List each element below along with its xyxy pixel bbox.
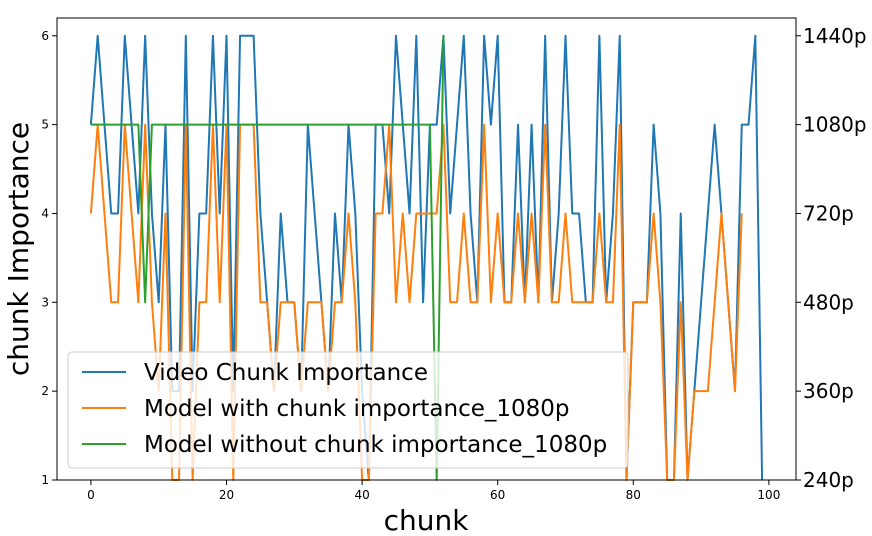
x-tick-label: 0 [87,488,95,502]
y-tick-label: 4 [41,206,49,220]
legend-label: Model without chunk importance_1080p [144,432,607,458]
x-axis-label: chunk [384,504,470,536]
y-tick-label: 5 [41,118,49,132]
y2-tick-label: 480p [803,290,854,314]
x-axis: 0 20 40 60 80 100 [87,480,780,502]
plot-area [56,17,797,481]
x-tick-label: 40 [354,488,369,502]
y-tick-label: 6 [41,29,49,43]
x-tick-label: 20 [219,488,234,502]
x-tick-label: 100 [757,488,780,502]
y-axis: 1 2 3 4 5 6 [41,29,57,487]
legend: Video Chunk Importance Model with chunk … [67,351,629,469]
y2-tick-label: 1080p [803,113,867,137]
legend-label: Model with chunk importance_1080p [144,396,570,422]
y2-tick-label: 240p [803,468,854,492]
series-layer [89,34,764,481]
x-tick-label: 60 [490,488,505,502]
series-line [90,35,445,481]
y2-axis: 240p 360p 480p 720p 1080p 1440p [796,24,867,492]
y-tick-label: 1 [41,473,49,487]
y2-tick-label: 720p [803,201,854,225]
y-tick-label: 3 [41,295,49,309]
y-tick-label: 2 [41,384,49,398]
legend-label: Video Chunk Importance [144,360,428,386]
y2-tick-label: 360p [803,379,854,403]
x-tick-label: 80 [626,488,641,502]
series-line [89,123,743,481]
y2-tick-label: 1440p [803,24,867,48]
legend-box [67,351,629,469]
y-axis-label: chunk Importance [2,122,35,376]
